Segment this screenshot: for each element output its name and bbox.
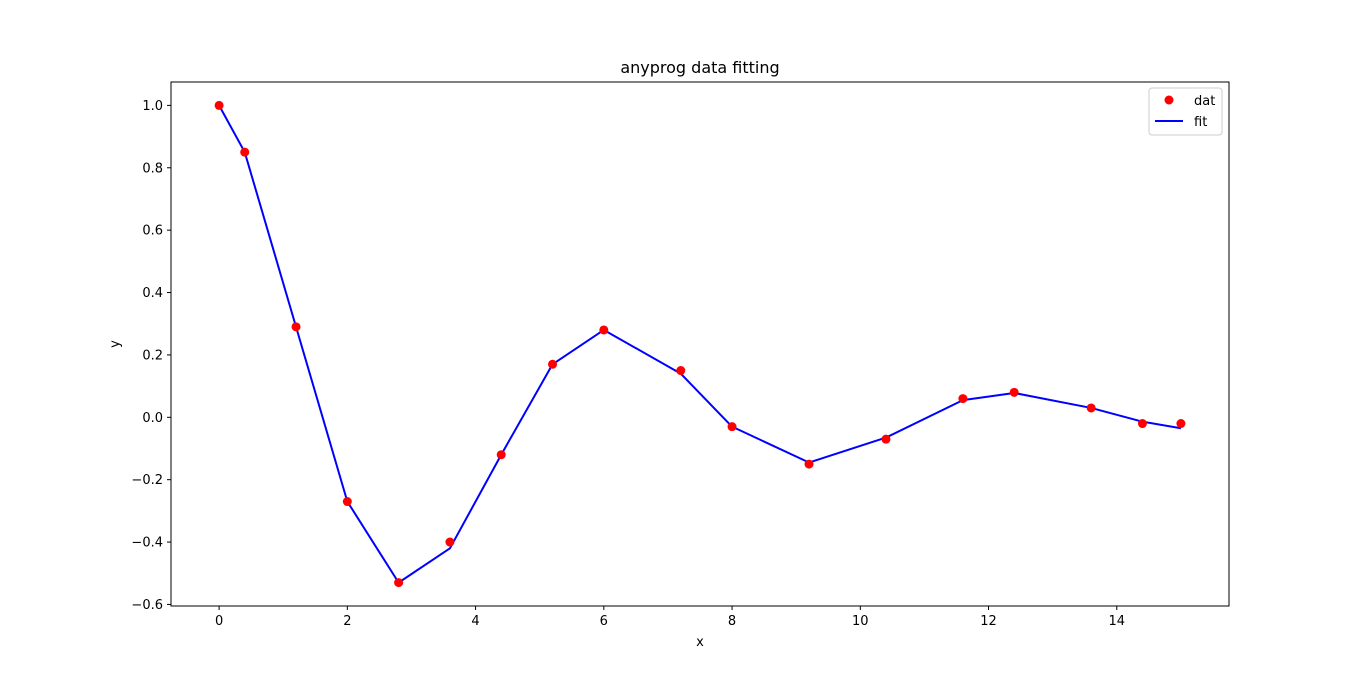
fit-line: [218, 104, 1182, 584]
data-point: [548, 359, 558, 369]
data-point: [599, 325, 609, 335]
y-tick-label: 1.0: [142, 99, 163, 114]
data-point: [1086, 403, 1096, 413]
plot-frame: [170, 81, 1230, 607]
x-tick-label: 6: [600, 614, 608, 629]
y-tick-label: 0.2: [142, 348, 163, 363]
x-axis-label: x: [696, 635, 704, 650]
y-tick-label: 0.8: [142, 161, 163, 176]
data-point: [214, 100, 224, 110]
data-point: [727, 422, 737, 432]
legend-label-dat: dat: [1194, 94, 1215, 109]
y-tick-label: 0.4: [142, 286, 163, 301]
data-point: [291, 322, 301, 332]
y-axis: −0.6 −0.4 −0.2 0.0 0.2 0.4 0.6 0.8 1.0: [131, 99, 171, 613]
x-tick-label: 2: [343, 614, 351, 629]
x-tick-label: 4: [471, 614, 479, 629]
x-tick-label: 10: [852, 614, 869, 629]
y-tick-label: 0.6: [142, 224, 163, 239]
data-point: [1009, 387, 1019, 397]
data-point: [1176, 419, 1186, 429]
data-point: [804, 459, 814, 469]
y-axis-label: y: [108, 340, 123, 348]
y-tick-label: −0.4: [131, 536, 163, 551]
y-tick-label: −0.2: [131, 473, 163, 488]
data-point: [445, 537, 455, 547]
data-point: [1137, 419, 1147, 429]
data-point: [496, 450, 506, 460]
data-point: [958, 394, 968, 404]
data-point: [881, 434, 891, 444]
x-axis: 0 2 4 6 8 10 12 14: [215, 606, 1125, 629]
series-dat: [214, 100, 1186, 588]
data-point: [676, 366, 686, 376]
x-tick-label: 12: [980, 614, 997, 629]
data-point: [240, 147, 250, 157]
x-tick-label: 8: [728, 614, 736, 629]
x-tick-label: 14: [1109, 614, 1126, 629]
y-tick-label: 0.0: [142, 411, 163, 426]
data-point: [342, 497, 352, 507]
chart-title: anyprog data fitting: [620, 58, 779, 77]
data-point: [394, 578, 404, 588]
legend: dat fit: [1148, 87, 1223, 136]
y-tick-label: −0.6: [131, 598, 163, 613]
x-tick-label: 0: [215, 614, 223, 629]
legend-label-fit: fit: [1194, 115, 1207, 130]
series-fit: [218, 104, 1182, 584]
plot-area: [170, 81, 1230, 607]
legend-marker-dat: [1164, 95, 1174, 105]
